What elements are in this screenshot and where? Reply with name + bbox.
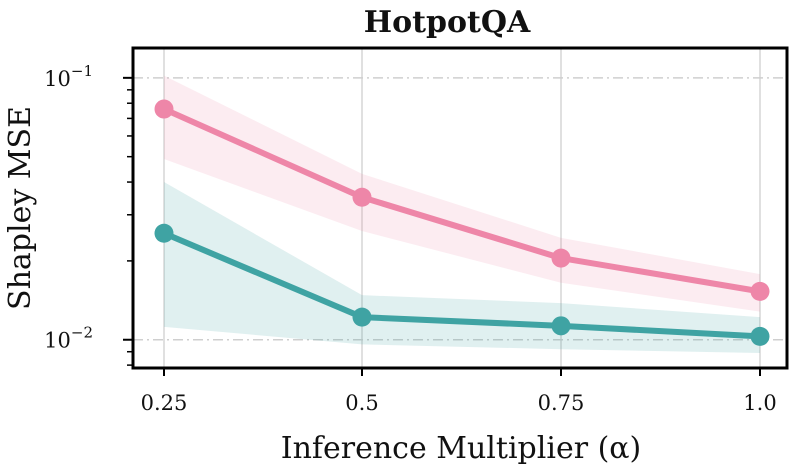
- y-axis-label: Shapley MSE: [3, 106, 38, 310]
- data-point: [750, 281, 770, 301]
- y-tick-label: 10−1: [44, 62, 93, 91]
- series-line-1: [161, 230, 763, 340]
- data-point: [352, 307, 372, 327]
- confidence-band-0: [164, 75, 760, 312]
- data-point: [750, 326, 770, 346]
- data-point: [551, 248, 571, 268]
- data-point: [154, 99, 174, 119]
- data-point: [551, 316, 571, 336]
- series-line-0: [161, 106, 763, 295]
- confidence-band-1: [164, 182, 760, 353]
- data-point: [352, 187, 372, 207]
- plot-area: 0.25 0.5 0.75 1.0 10−1 10−2: [44, 46, 789, 415]
- y-tick-label: 10−2: [44, 324, 93, 353]
- data-point: [154, 223, 174, 243]
- x-axis-label: Inference Multiplier (α): [281, 431, 642, 466]
- x-tick-label: 0.25: [141, 391, 188, 415]
- x-tick-label: 0.5: [345, 391, 378, 415]
- x-tick-label: 0.75: [538, 391, 585, 415]
- plot-frame: [131, 46, 789, 370]
- x-tick-label: 1.0: [743, 391, 776, 415]
- chart-title: HotpotQA: [364, 5, 531, 40]
